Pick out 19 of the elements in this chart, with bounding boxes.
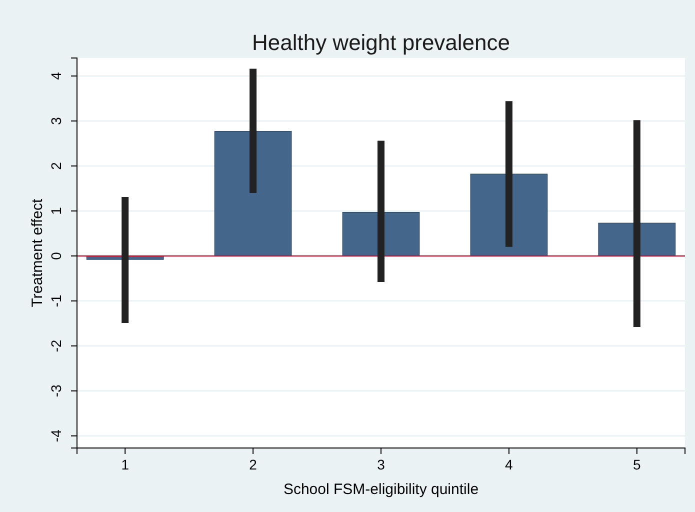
y-tick-label: -4 — [48, 429, 64, 442]
y-tick-label: 1 — [48, 206, 64, 215]
y-tick-label: 4 — [48, 72, 64, 80]
x-axis-title: School FSM-eligibility quintile — [283, 481, 479, 498]
y-tick-label: -2 — [48, 339, 64, 352]
x-tick-label: 3 — [377, 456, 386, 473]
y-tick-label: -3 — [48, 384, 64, 398]
y-axis-title: Treatment effect — [29, 198, 46, 308]
x-tick-label: 1 — [121, 456, 130, 473]
y-tick-label: 3 — [48, 116, 64, 125]
y-tick-label: -1 — [48, 294, 64, 308]
x-tick-label: 5 — [632, 456, 641, 473]
bar — [470, 174, 548, 256]
x-tick-label: 2 — [249, 456, 258, 473]
y-tick-label: 0 — [48, 252, 64, 260]
y-tick-label: 2 — [48, 162, 64, 170]
x-tick-label: 4 — [505, 456, 514, 473]
chart-title: Healthy weight prevalence — [252, 30, 510, 55]
bar — [214, 131, 292, 256]
